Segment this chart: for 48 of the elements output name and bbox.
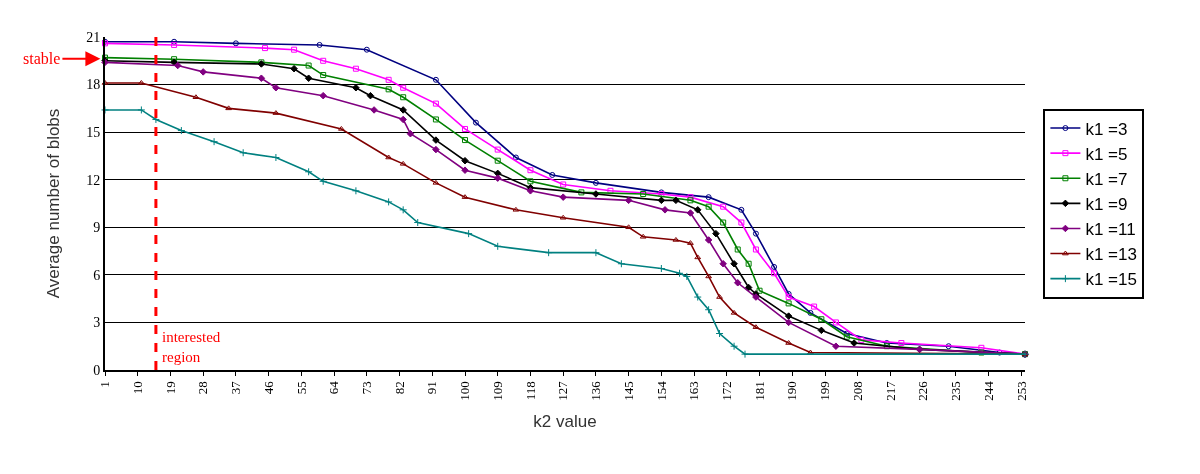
x-tick-label: 163 <box>686 381 702 401</box>
x-tick-label: 190 <box>784 381 800 401</box>
x-tick-label: 82 <box>391 381 407 395</box>
text: stable <box>23 50 61 67</box>
x-tick-label: 28 <box>195 381 211 395</box>
legend-label: k1 =3 <box>1085 119 1128 139</box>
legend-label: k1 =13 <box>1085 245 1137 265</box>
y-tick-label: 21 <box>86 29 101 45</box>
legend-label: k1 =15 <box>1085 270 1137 290</box>
x-tick-label: 136 <box>588 380 604 401</box>
y-tick-label: 3 <box>93 315 101 331</box>
legend-label: k1 =9 <box>1085 194 1128 214</box>
y-tick-label: 9 <box>93 220 101 236</box>
y-axis-title: Average number of blobs <box>44 108 64 299</box>
ref-line-label: interested region <box>162 329 221 365</box>
x-tick-label: 145 <box>620 381 636 401</box>
x-tick-label: 208 <box>849 381 865 401</box>
x-tick-label: 217 <box>882 380 898 401</box>
y-tick-label: 18 <box>86 77 101 93</box>
x-tick-label: 199 <box>817 381 833 401</box>
x-tick-label: 244 <box>980 380 996 401</box>
x-tick-label: 73 <box>359 381 375 395</box>
legend-label: k1 =7 <box>1085 169 1128 189</box>
x-tick-label: 127 <box>555 380 571 401</box>
x-tick-label: 46 <box>260 380 276 395</box>
x-tick-label: 235 <box>948 381 964 401</box>
y-tick-label: 12 <box>86 172 101 188</box>
x-tick-label: 10 <box>129 381 145 395</box>
x-tick-label: 172 <box>719 381 735 401</box>
x-tick-label: 37 <box>228 380 244 395</box>
y-tick-label: 6 <box>93 267 101 283</box>
legend-label: k1 =11 <box>1085 220 1136 240</box>
x-tick-label: 1 <box>97 381 113 388</box>
x-tick-label: 64 <box>326 380 342 395</box>
y-tick-label: 0 <box>93 362 101 378</box>
x-tick-label: 253 <box>1013 381 1029 401</box>
x-tick-label: 226 <box>915 380 931 401</box>
x-tick-label: 154 <box>653 380 669 401</box>
y-tick-label: 15 <box>86 125 101 141</box>
x-tick-label: 181 <box>751 381 767 401</box>
x-tick-label: 118 <box>522 381 538 401</box>
legend-label: k1 =5 <box>1085 144 1128 164</box>
x-tick-label: 55 <box>293 381 309 395</box>
x-tick-label: 100 <box>457 381 473 401</box>
x-tick-label: 19 <box>162 381 178 395</box>
x-axis-title: k2 value <box>533 411 597 431</box>
x-tick-label: 91 <box>424 381 440 395</box>
x-tick-label: 109 <box>489 381 505 401</box>
